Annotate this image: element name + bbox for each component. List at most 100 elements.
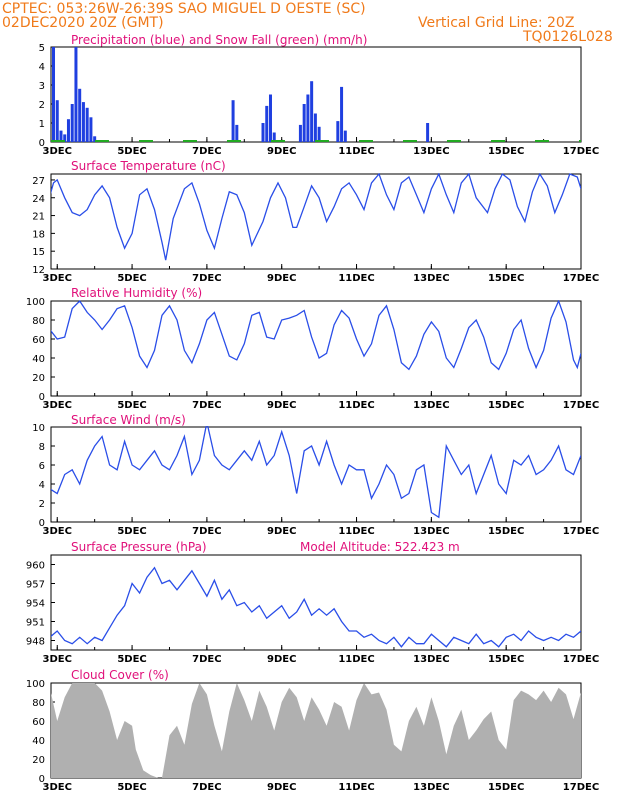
y-tick-label: 0	[39, 138, 45, 149]
x-tick-label: 17DEC	[563, 782, 599, 793]
x-tick-label: 11DEC	[338, 400, 374, 411]
y-tick-label: 60	[32, 335, 45, 346]
panel-title: Relative Humidity (%)	[71, 286, 202, 300]
precip-bar	[85, 107, 89, 142]
precip-bar	[313, 113, 317, 142]
x-tick-label: 11DEC	[338, 273, 374, 284]
x-tick-label: 5DEC	[117, 273, 146, 284]
y-tick-label: 6	[39, 461, 45, 472]
y-tick-label: 80	[32, 316, 45, 327]
y-tick-label: 2	[39, 100, 45, 111]
y-tick-label: 4	[39, 480, 45, 491]
precip-bar	[55, 100, 59, 142]
x-tick-label: 3DEC	[43, 654, 72, 665]
y-tick-label: 8	[39, 442, 45, 453]
x-tick-label: 15DEC	[488, 273, 524, 284]
y-tick-label: 951	[26, 618, 45, 629]
x-tick-label: 13DEC	[413, 654, 449, 665]
x-tick-label: 9DEC	[267, 273, 296, 284]
precip-bar	[63, 134, 67, 142]
series-line	[51, 566, 581, 648]
cloud-area	[51, 683, 581, 778]
x-tick-label: 9DEC	[267, 654, 296, 665]
x-tick-label: 9DEC	[267, 526, 296, 537]
x-tick-label: 3DEC	[43, 146, 72, 157]
x-tick-label: 13DEC	[413, 146, 449, 157]
header-grid-line: Vertical Grid Line: 20Z	[418, 15, 575, 31]
precip-bar	[261, 123, 265, 142]
x-tick-label: 3DEC	[43, 400, 72, 411]
y-tick-label: 948	[26, 637, 45, 648]
y-tick-label: 40	[32, 354, 45, 365]
x-tick-label: 15DEC	[488, 526, 524, 537]
x-tick-label: 17DEC	[563, 146, 599, 157]
y-tick-label: 40	[32, 736, 45, 747]
y-tick-label: 20	[32, 373, 45, 384]
x-tick-label: 9DEC	[267, 400, 296, 411]
y-tick-label: 0	[39, 774, 45, 785]
plot-frame	[50, 554, 582, 651]
precip-bar	[268, 94, 272, 142]
x-tick-label: 7DEC	[192, 654, 221, 665]
y-tick-label: 80	[32, 698, 45, 709]
precip-bar	[306, 94, 310, 142]
x-tick-label: 7DEC	[192, 526, 221, 537]
x-tick-label: 15DEC	[488, 400, 524, 411]
panel-title: Surface Temperature (nC)	[71, 159, 226, 173]
y-tick-label: 4	[39, 62, 45, 73]
panel-title: Surface Wind (m/s)	[71, 413, 186, 427]
precip-bar	[317, 126, 321, 142]
x-tick-label: 13DEC	[413, 526, 449, 537]
y-tick-label: 21	[32, 212, 45, 223]
x-tick-label: 11DEC	[338, 526, 374, 537]
x-tick-label: 13DEC	[413, 400, 449, 411]
y-tick-label: 15	[32, 247, 45, 258]
plot-frame	[50, 173, 582, 270]
x-tick-label: 5DEC	[117, 146, 146, 157]
x-tick-label: 11DEC	[338, 146, 374, 157]
precip-bar	[302, 104, 306, 142]
x-tick-label: 5DEC	[117, 400, 146, 411]
series-line	[51, 300, 581, 371]
panel-title: Surface Pressure (hPa)	[71, 540, 207, 554]
precip-bar	[272, 132, 276, 142]
x-tick-label: 3DEC	[43, 782, 72, 793]
x-tick-label: 13DEC	[413, 273, 449, 284]
precip-bar	[340, 86, 344, 142]
y-tick-label: 10	[32, 423, 45, 434]
x-tick-label: 11DEC	[338, 782, 374, 793]
x-tick-label: 5DEC	[117, 526, 146, 537]
precip-bar	[89, 117, 93, 142]
panel-title: Precipitation (blue) and Snow Fall (gree…	[71, 33, 367, 47]
x-tick-label: 3DEC	[43, 526, 72, 537]
x-tick-label: 15DEC	[488, 654, 524, 665]
precip-bar	[426, 123, 430, 142]
y-tick-label: 60	[32, 717, 45, 728]
precip-bar	[298, 124, 302, 142]
y-tick-label: 960	[26, 561, 45, 572]
precip-bar	[81, 102, 85, 142]
x-tick-label: 7DEC	[192, 400, 221, 411]
x-tick-label: 13DEC	[413, 782, 449, 793]
x-tick-label: 7DEC	[192, 782, 221, 793]
x-tick-label: 11DEC	[338, 654, 374, 665]
header-datetime: 02DEC2020 20Z (GMT)	[2, 15, 164, 31]
panel-title: Cloud Cover (%)	[71, 668, 169, 682]
x-tick-label: 17DEC	[563, 526, 599, 537]
precip-bar	[231, 100, 235, 142]
precip-bar	[66, 119, 70, 142]
precip-bar	[343, 130, 347, 142]
precip-bar	[310, 81, 314, 142]
y-tick-label: 24	[32, 194, 45, 205]
y-tick-label: 5	[39, 43, 45, 54]
precip-bar	[93, 136, 97, 142]
header-location: CPTEC: 053:26W-26:39S SAO MIGUEL D OESTE…	[2, 1, 366, 17]
x-tick-label: 17DEC	[563, 273, 599, 284]
precip-bar	[70, 104, 74, 142]
precip-bar	[336, 121, 340, 142]
panel-annotation: Model Altitude: 522.423 m	[300, 540, 460, 554]
series-line	[51, 173, 581, 261]
precip-bar	[265, 105, 269, 142]
x-tick-label: 3DEC	[43, 273, 72, 284]
x-tick-label: 7DEC	[192, 273, 221, 284]
